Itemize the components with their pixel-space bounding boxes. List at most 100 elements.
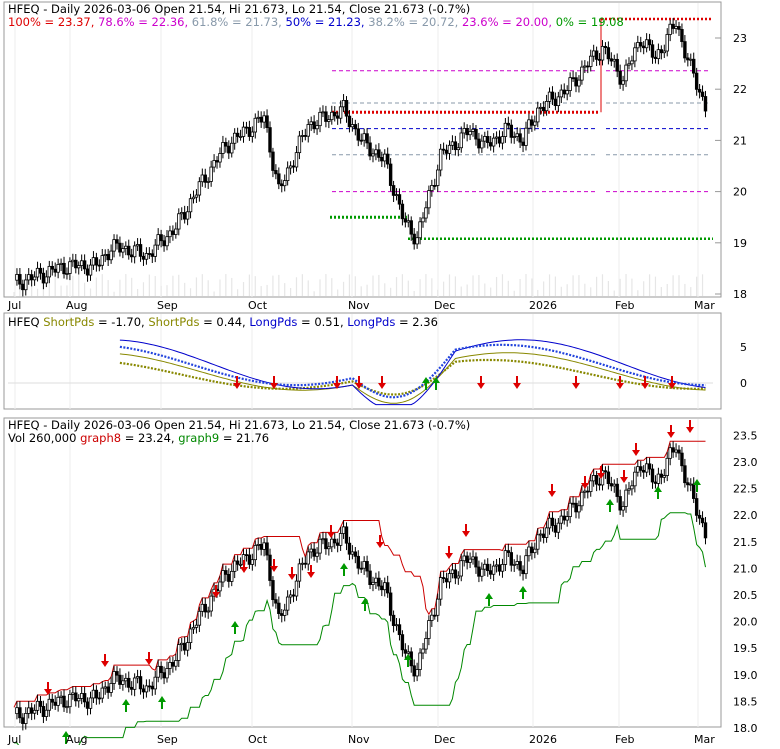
price-candle [536, 107, 540, 123]
price-candle [91, 257, 96, 266]
price-candle [656, 49, 661, 60]
price-candle [268, 127, 272, 153]
price-candle [29, 707, 34, 714]
price-candle [641, 45, 646, 49]
price-candle [477, 566, 481, 577]
price-candle [483, 563, 487, 570]
price-candle [297, 135, 302, 154]
price-candle [680, 452, 684, 467]
price-candle [530, 119, 534, 126]
price-candle [250, 559, 255, 565]
price-candle [221, 570, 225, 583]
price-candle [135, 244, 140, 247]
y-tick-label: 19.5 [733, 642, 758, 655]
price-candle [41, 706, 46, 717]
price-candle [53, 701, 57, 706]
price-candle [121, 248, 125, 253]
legend-entry: = 23.24, [125, 431, 179, 445]
price-candle [118, 242, 122, 253]
price-candle [333, 111, 337, 117]
price-candle [556, 96, 561, 107]
price-candle [347, 542, 352, 555]
price-candle [671, 23, 675, 29]
price-candle [259, 543, 263, 550]
price-candle [65, 706, 69, 709]
x-tick-label: Dec [434, 733, 455, 745]
price-candle [88, 264, 93, 276]
price-candle [515, 133, 519, 137]
price-candle [44, 276, 49, 284]
price-candle [359, 567, 363, 570]
price-candle [79, 693, 84, 699]
price-candle [327, 119, 331, 122]
bands-legend: Vol 260,000 graph8 = 23.24, graph9 = 21.… [8, 431, 269, 445]
price-candle [47, 698, 52, 711]
price-candle [594, 50, 599, 60]
price-candle [636, 466, 640, 473]
price-candle [433, 614, 437, 617]
sell-arrow [686, 420, 694, 433]
price-candle [324, 538, 328, 550]
x-tick-label: Jul [7, 299, 21, 312]
price-candle [47, 265, 52, 278]
price-candle [274, 170, 278, 175]
sell-arrow [355, 376, 363, 389]
sell-arrow [270, 559, 278, 572]
price-candle [100, 687, 104, 699]
sell-arrow [632, 443, 640, 456]
price-candle [674, 26, 678, 29]
price-candle [106, 686, 110, 693]
sell-arrow [597, 466, 605, 479]
price-candle [565, 90, 569, 95]
price-candle [462, 555, 466, 562]
price-candle [412, 233, 416, 245]
price-candle [480, 140, 484, 149]
price-candle [627, 63, 631, 66]
price-candle [438, 148, 443, 171]
price-candle [350, 124, 355, 128]
x-tick-label: Nov [348, 299, 370, 312]
price-candle [209, 166, 213, 182]
sell-arrow [513, 376, 521, 389]
price-candle [209, 595, 213, 612]
price-candle [539, 106, 543, 109]
price-candle [356, 555, 360, 569]
price-candle [391, 185, 396, 196]
x-tick-label: 2026 [529, 733, 557, 745]
price-candle [253, 117, 257, 133]
price-candle [544, 527, 549, 538]
price-candle [194, 194, 199, 198]
price-candle [324, 111, 328, 122]
price-candle [630, 485, 634, 490]
sell-arrow [233, 376, 241, 389]
price-candle [24, 713, 28, 724]
price-candle [447, 144, 452, 154]
sell-arrow [616, 376, 624, 389]
price-candle [91, 689, 96, 699]
price-candle [215, 160, 219, 163]
price-candle [244, 126, 249, 129]
price-candle [547, 91, 552, 102]
price-candle [121, 680, 125, 685]
price-candle [515, 561, 519, 565]
price-candle [100, 255, 104, 266]
price-candle [18, 707, 22, 719]
price-candle [253, 545, 257, 561]
price-candle [191, 626, 196, 630]
price-candle [512, 136, 516, 138]
price-candle [285, 167, 290, 181]
price-candle [621, 506, 625, 511]
price-candle [441, 577, 446, 580]
price-candle [150, 253, 154, 257]
price-candle [677, 26, 681, 30]
price-candle [221, 142, 225, 154]
price-candle [533, 548, 537, 554]
price-candle [450, 141, 455, 146]
price-candle [597, 483, 602, 486]
y-tick-label: 23.5 [733, 429, 758, 442]
price-candle [594, 475, 599, 485]
x-tick-label: Sep [157, 299, 178, 312]
buy-arrow [231, 621, 239, 634]
price-candle [203, 174, 207, 183]
price-candle [312, 121, 316, 130]
